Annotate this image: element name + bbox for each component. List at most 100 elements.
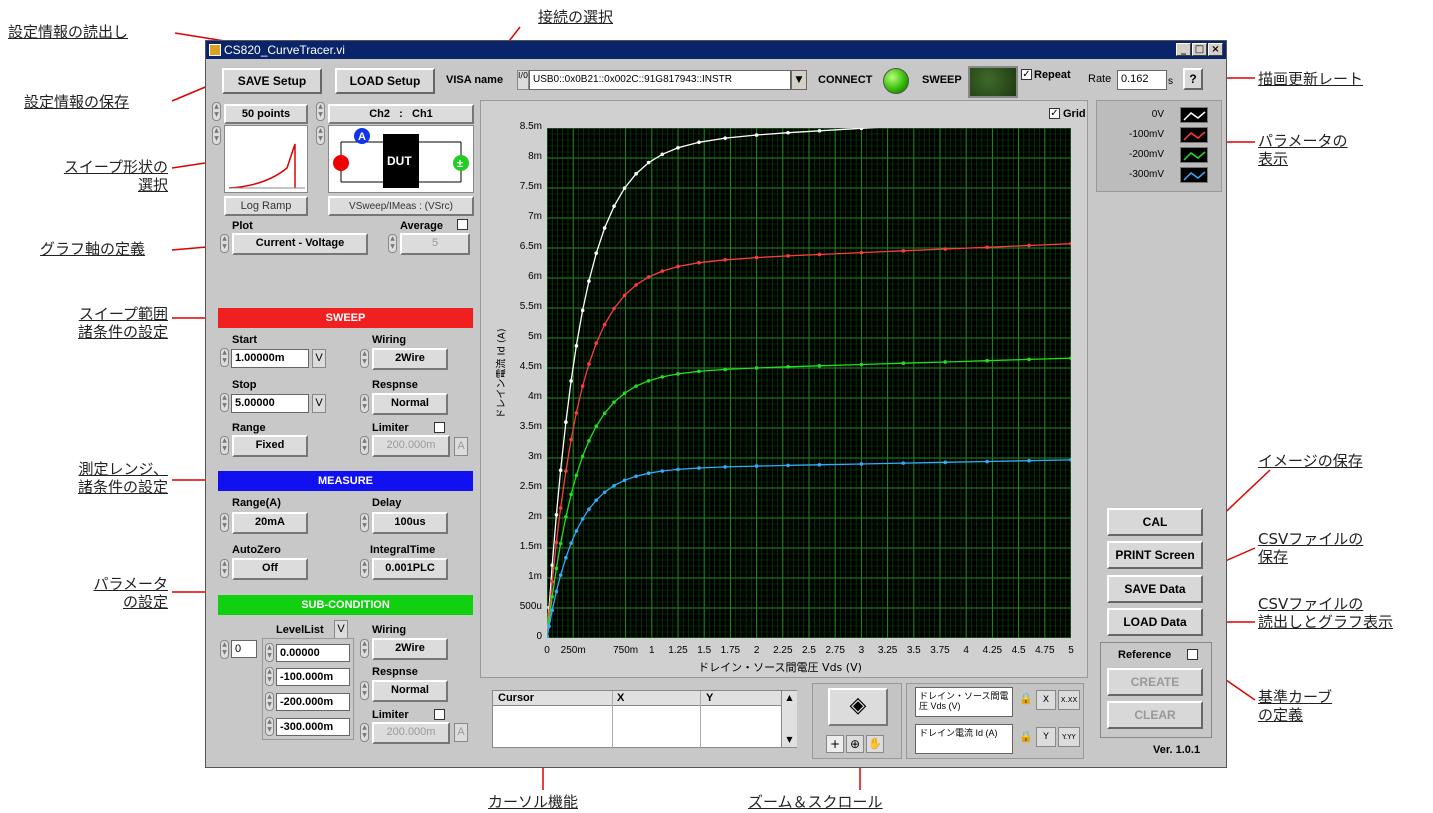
autozero-label: AutoZero [232,544,281,556]
sub-wiring-selector[interactable]: 2Wire [372,638,448,660]
plot-selector[interactable]: Current - Voltage [232,233,368,255]
scroll-pad-icon[interactable]: ◈ [828,688,888,726]
stop-spinner[interactable]: ▲ ▼ [220,393,229,412]
connect-led[interactable] [883,68,909,94]
start-spinner[interactable]: ▲ ▼ [220,348,229,367]
level-1-field[interactable]: -100.000m [276,668,350,686]
stop-field[interactable]: 5.00000 [231,394,309,413]
delay-selector[interactable]: 100us [372,512,448,534]
series-point-2 [786,365,790,369]
legend-swatch[interactable] [1180,147,1208,163]
series-point-1 [574,411,579,415]
start-field[interactable]: 1.00000m [231,349,309,368]
y-lock-icon[interactable]: 🔒 [1019,730,1033,743]
iv-curve-plot[interactable] [547,128,1071,638]
print-screen-button[interactable]: PRINT Screen [1107,541,1203,569]
connection-spinner[interactable]: ▲ ▼ [316,126,325,145]
points-spinner[interactable]: ▲ ▼ [212,102,221,121]
level-index-spinner[interactable]: ▲ ▼ [220,640,229,659]
y-tick-label: 1.5m [519,541,542,552]
range-selector[interactable]: Fixed [232,435,308,457]
shape-spinner[interactable]: ▲ ▼ [212,126,221,145]
level-unit[interactable]: V [334,620,348,639]
levellist-label: LevelList [276,624,324,636]
respnse-selector[interactable]: Normal [372,393,448,415]
pan-tool-icon[interactable]: ✋ [866,735,884,753]
autozero-selector[interactable]: Off [232,558,308,580]
average-value[interactable]: 5 [400,233,470,255]
average-spinner[interactable]: ▲ ▼ [388,234,397,253]
respnse-spinner[interactable]: ▲ ▼ [360,394,369,413]
legend-swatch[interactable] [1180,127,1208,143]
cursor-table[interactable]: Cursor X Y ▲ ▼ [492,690,797,749]
sub-wiring-spinner[interactable]: ▲ ▼ [360,639,369,658]
sub-respnse-selector[interactable]: Normal [372,680,448,702]
series-point-0 [554,512,559,517]
sweep-indicator[interactable] [968,66,1018,98]
clear-button[interactable]: CLEAR [1107,701,1203,729]
limiter-checkbox[interactable] [434,422,445,433]
save-setup-button[interactable]: SAVE Setup [222,68,322,94]
average-checkbox[interactable] [457,219,468,230]
points-selector[interactable]: 50 points [224,104,308,124]
level-0-spinner[interactable]: ▲ ▼ [265,643,274,662]
visa-dropdown-icon[interactable]: ▼ [791,70,807,90]
wiring-selector[interactable]: 2Wire [372,348,448,370]
start-unit[interactable]: V [312,349,326,368]
maximize-button[interactable]: □ [1192,43,1207,56]
sub-respnse-spinner[interactable]: ▲ ▼ [360,681,369,700]
cursor-scrollbar[interactable]: ▲ ▼ [781,691,797,747]
create-button[interactable]: CREATE [1107,668,1203,696]
plot-label: Plot [232,220,253,232]
level-0-field[interactable]: 0.00000 [276,644,350,662]
close-button[interactable]: × [1208,43,1223,56]
channel-spinner[interactable]: ▲ ▼ [316,102,325,121]
sweep-shape-preview[interactable] [224,125,308,193]
legend-swatch[interactable] [1180,107,1208,123]
sub-limiter-checkbox[interactable] [434,709,445,720]
level-3-spinner[interactable]: ▲ ▼ [265,717,274,736]
x-autoscale-icon[interactable]: X [1036,690,1056,710]
legend-swatch[interactable] [1180,167,1208,183]
help-button[interactable]: ? [1183,68,1203,90]
integral-selector[interactable]: 0.001PLC [372,558,448,580]
autozero-spinner[interactable]: ▲ ▼ [220,559,229,578]
integral-spinner[interactable]: ▲ ▼ [360,559,369,578]
level-index[interactable]: 0 [231,640,257,658]
repeat-checkbox[interactable]: ✓ [1021,69,1032,80]
y-autoscale-icon[interactable]: Y [1036,727,1056,747]
cursor-tool-icon[interactable]: + [826,735,844,753]
connection-diagram[interactable]: A ± DUT [328,125,474,193]
x-tick-label: 2.75 [825,645,845,656]
y-header: Y [706,692,714,704]
channel-selector[interactable]: Ch2 : Ch1 [328,104,474,124]
level-2-spinner[interactable]: ▲ ▼ [265,692,274,711]
visa-select[interactable]: USB0::0x0B21::0x002C::91G817943::INSTR [529,70,791,90]
load-data-button[interactable]: LOAD Data [1107,608,1203,636]
level-3-field[interactable]: -300.000m [276,718,350,736]
grid-checkbox[interactable]: ✓ [1049,108,1060,119]
measure-range-selector[interactable]: 20mA [232,512,308,534]
level-2-field[interactable]: -200.000m [276,693,350,711]
range-spinner[interactable]: ▲ ▼ [220,436,229,455]
wiring-spinner[interactable]: ▲ ▼ [360,349,369,368]
x-format-icon[interactable]: X.XX [1058,690,1080,710]
series-point-0 [550,563,555,568]
sub-limiter-value[interactable]: 200.000m [372,722,450,744]
minimize-button[interactable]: _ [1176,43,1191,56]
measure-range-spinner[interactable]: ▲ ▼ [220,513,229,532]
y-format-icon[interactable]: Y.YY [1058,727,1080,747]
save-data-button[interactable]: SAVE Data [1107,575,1203,603]
load-setup-button[interactable]: LOAD Setup [335,68,435,94]
cal-button[interactable]: CAL [1107,508,1203,536]
limiter-spinner[interactable]: ▲ ▼ [360,436,369,455]
x-lock-icon[interactable]: 🔒 [1019,692,1033,705]
delay-spinner[interactable]: ▲ ▼ [360,513,369,532]
limiter-value[interactable]: 200.000m [372,435,450,457]
stop-unit[interactable]: V [312,394,326,413]
reference-checkbox[interactable] [1187,649,1198,660]
sub-limiter-spinner[interactable]: ▲ ▼ [360,723,369,742]
zoom-tool-icon[interactable]: ⊕ [846,735,864,753]
plot-spinner[interactable]: ▲ ▼ [220,234,229,253]
level-1-spinner[interactable]: ▲ ▼ [265,667,274,686]
